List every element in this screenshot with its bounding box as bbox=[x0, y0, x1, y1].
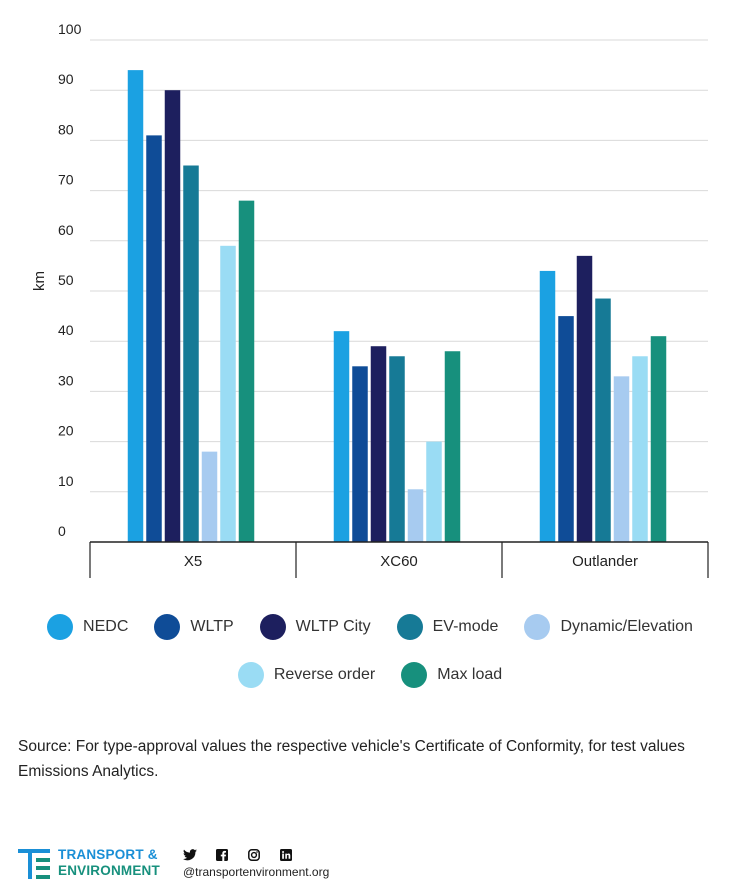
x-axis: X5 XC60 Outlander bbox=[89, 541, 709, 578]
linkedin-icon[interactable] bbox=[279, 849, 293, 861]
legend-swatch bbox=[401, 662, 428, 688]
bar-reverse-order-x5 bbox=[220, 245, 236, 542]
x-tick-label: XC60 bbox=[380, 553, 418, 570]
y-tick-label: 20 bbox=[58, 423, 74, 439]
legend-item: NEDC bbox=[47, 614, 128, 640]
legend-swatch bbox=[259, 614, 286, 640]
bar-nedc-x5 bbox=[127, 70, 144, 543]
te-logo-icon bbox=[18, 849, 50, 879]
bar-ev-mode-x5 bbox=[183, 165, 199, 542]
y-tick-label: 10 bbox=[58, 473, 74, 489]
y-tick-label: 100 bbox=[58, 21, 82, 37]
legend-swatch bbox=[396, 614, 423, 640]
y-tick-label: 80 bbox=[58, 121, 74, 137]
logo-line-1: TRANSPORT & bbox=[58, 847, 158, 862]
legend-row-1: NEDC WLTP WLTP City EV-mode Dynamic/Elevatio… bbox=[0, 614, 740, 640]
bar-max-load-x5 bbox=[238, 200, 255, 542]
legend-swatch bbox=[47, 614, 74, 640]
bar-max-load-outlander bbox=[650, 336, 667, 542]
bar-ev-mode-xc60 bbox=[389, 356, 405, 542]
y-tick-label: 50 bbox=[58, 272, 74, 288]
legend-item: EV-mode bbox=[396, 614, 499, 640]
legend-item: WLTP bbox=[154, 614, 234, 640]
bar-dynamic-elevation-xc60 bbox=[407, 489, 424, 542]
bar-reverse-order-xc60 bbox=[426, 441, 442, 542]
source-note: Source: For type-approval values the res… bbox=[18, 738, 685, 780]
legend-item: Dynamic/Elevation bbox=[524, 614, 693, 640]
y-tick-label: 90 bbox=[58, 71, 74, 87]
bar-wltp-city-x5 bbox=[164, 90, 181, 542]
legend-item: Reverse order bbox=[237, 662, 376, 688]
bar-chart: 0 10 20 30 40 50 60 70 80 90 100 X5 XC60 Outlander k… bbox=[31, 21, 709, 578]
social-icons bbox=[183, 849, 293, 861]
y-axis-label: km bbox=[31, 271, 48, 291]
legend-label: EV-mode bbox=[432, 618, 499, 635]
y-tick-label: 40 bbox=[58, 322, 74, 338]
bar-max-load-xc60 bbox=[444, 351, 461, 542]
y-tick-label: 60 bbox=[58, 222, 74, 238]
twitter-icon[interactable] bbox=[183, 849, 197, 861]
website-handle: @transportenvironment.org bbox=[183, 865, 330, 879]
legend-label: Reverse order bbox=[273, 666, 376, 683]
bar-wltp-city-xc60 bbox=[370, 346, 387, 542]
legend-label: Max load bbox=[437, 666, 503, 683]
logo-wordmark: TRANSPORT & ENVIRONMENT bbox=[58, 847, 160, 879]
x-tick-label: Outlander bbox=[572, 553, 638, 570]
bar-nedc-xc60 bbox=[333, 331, 350, 542]
legend-label: WLTP bbox=[190, 618, 234, 635]
logo-line-2: ENVIRONMENT bbox=[58, 863, 160, 878]
legend-item: Max load bbox=[401, 662, 502, 688]
bars bbox=[127, 70, 667, 543]
bar-wltp-city-outlander bbox=[576, 255, 593, 543]
legend-swatch bbox=[524, 614, 551, 640]
facebook-icon[interactable] bbox=[215, 849, 229, 861]
y-tick-label: 70 bbox=[58, 172, 74, 188]
bar-wltp-outlander bbox=[558, 316, 574, 542]
bar-dynamic-elevation-x5 bbox=[201, 451, 218, 542]
x-tick-label: X5 bbox=[184, 553, 202, 570]
bar-ev-mode-outlander bbox=[595, 298, 611, 542]
y-tick-labels: 0 10 20 30 40 50 60 70 80 90 100 bbox=[58, 21, 82, 539]
legend-label: WLTP City bbox=[295, 618, 371, 635]
legend-swatch bbox=[237, 662, 264, 688]
bar-reverse-order-outlander bbox=[632, 356, 648, 542]
bar-dynamic-elevation-outlander bbox=[613, 376, 630, 542]
legend-label: NEDC bbox=[83, 618, 129, 635]
bar-nedc-outlander bbox=[539, 270, 556, 542]
legend-label: Dynamic/Elevation bbox=[560, 618, 693, 635]
y-tick-label: 0 bbox=[58, 523, 66, 539]
footer: TRANSPORT & ENVIRONMENT @transportenviro… bbox=[18, 845, 718, 885]
legend-swatch bbox=[154, 614, 181, 640]
bar-wltp-x5 bbox=[146, 135, 162, 542]
instagram-icon[interactable] bbox=[247, 849, 261, 861]
bar-wltp-xc60 bbox=[352, 366, 368, 542]
legend-item: WLTP City bbox=[259, 614, 371, 640]
y-tick-label: 30 bbox=[58, 372, 74, 388]
legend-row-2: Reverse order Max load bbox=[0, 662, 740, 688]
